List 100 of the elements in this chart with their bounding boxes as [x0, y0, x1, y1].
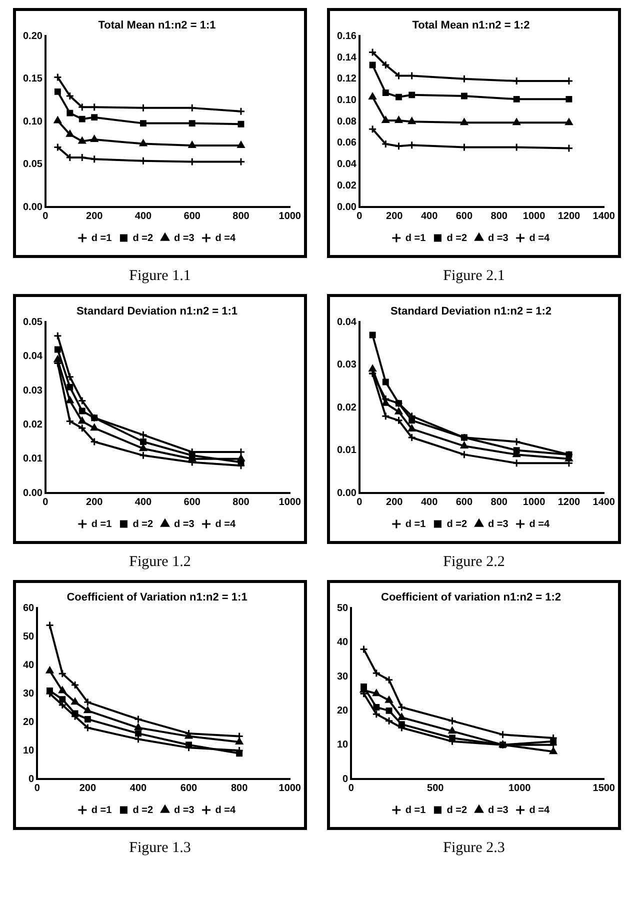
legend-label: d =2	[446, 804, 468, 816]
x-tick-label: 1000	[278, 782, 302, 794]
x-tick-label: 400	[420, 210, 438, 222]
legend-label: d =4	[215, 232, 236, 244]
y-tick-label: 0.04	[336, 159, 357, 170]
legend-label: d =1	[91, 518, 112, 530]
caption: Figure 2.2	[443, 554, 505, 572]
legend-label: d =3	[488, 518, 509, 530]
x-tick-label: 200	[386, 496, 404, 508]
x-tick-label: 1500	[592, 782, 616, 794]
x-tick-label: 800	[490, 496, 508, 508]
y-tick-label: 60	[23, 602, 35, 614]
x-tick-label: 1000	[278, 496, 302, 508]
y-tick-label: 0.05	[22, 316, 43, 328]
x-tick-label: 200	[86, 210, 104, 222]
legend-label: d =2	[132, 804, 154, 816]
x-tick-label: 500	[427, 782, 444, 794]
y-tick-label: 0.02	[336, 180, 357, 192]
x-tick-label: 200	[86, 496, 104, 508]
y-tick-label: 50	[337, 602, 349, 614]
y-tick-label: 30	[23, 688, 35, 700]
legend-label: d =2	[446, 232, 468, 244]
y-tick-label: 50	[23, 631, 35, 642]
y-tick-label: 10	[337, 740, 349, 751]
legend-label: d =2	[132, 518, 154, 530]
legend-label: d =2	[132, 232, 154, 244]
x-tick-label: 1200	[558, 210, 581, 222]
x-tick-label: 1200	[558, 496, 581, 508]
y-tick-label: 0.02	[22, 419, 43, 430]
y-tick-label: 0.04	[336, 316, 357, 328]
chart-title: Coefficient of Variation n1:n2 = 1:1	[66, 592, 248, 604]
caption: Figure 2.1	[443, 268, 505, 286]
y-tick-label: 0.08	[336, 116, 357, 128]
legend-label: d =4	[529, 518, 550, 530]
x-tick-label: 600	[456, 496, 473, 508]
y-tick-label: 30	[337, 671, 349, 682]
y-tick-label: 0.06	[336, 138, 357, 149]
x-tick-label: 600	[456, 210, 473, 222]
legend-label: d =3	[174, 804, 195, 816]
y-tick-label: 0.03	[336, 360, 357, 371]
legend-label: d =1	[405, 804, 426, 816]
x-tick-label: 1000	[278, 210, 302, 222]
caption: Figure 1.1	[129, 268, 191, 286]
y-tick-label: 20	[23, 716, 35, 728]
y-tick-label: 0.01	[336, 445, 357, 456]
x-tick-label: 200	[386, 210, 404, 222]
y-tick-label: 0.10	[336, 95, 357, 106]
legend-label: d =3	[488, 232, 509, 244]
chart-title: Standard Deviation n1:n2 = 1:1	[76, 306, 238, 318]
legend-label: d =1	[405, 518, 426, 530]
y-tick-label: 0.00	[336, 488, 357, 499]
y-tick-label: 0.20	[22, 30, 43, 42]
legend-label: d =4	[529, 804, 550, 816]
y-tick-label: 0.00	[22, 488, 43, 499]
y-tick-label: 0.15	[22, 74, 43, 85]
x-tick-label: 200	[79, 782, 96, 794]
x-tick-label: 1000	[522, 210, 546, 222]
y-tick-label: 0.16	[336, 30, 357, 42]
y-tick-label: 0.01	[22, 454, 43, 465]
x-tick-label: 600	[184, 210, 201, 222]
legend-label: d =1	[405, 232, 426, 244]
legend-label: d =4	[529, 232, 550, 244]
x-tick-label: 800	[232, 210, 250, 222]
x-tick-label: 1400	[592, 210, 616, 222]
x-tick-label: 800	[490, 210, 508, 222]
x-tick-label: 1400	[592, 496, 616, 508]
caption: Figure 1.3	[129, 840, 191, 858]
y-tick-label: 0.14	[336, 52, 357, 64]
y-tick-label: 0.04	[22, 351, 43, 362]
x-tick-label: 1000	[522, 496, 546, 508]
legend-label: d =4	[215, 518, 236, 530]
x-tick-label: 1000	[508, 782, 532, 794]
caption: Figure 2.3	[443, 840, 505, 858]
y-tick-label: 0.12	[336, 74, 357, 85]
y-tick-label: 40	[337, 637, 349, 648]
legend-label: d =3	[488, 804, 509, 816]
chart-title: Total Mean n1:n2 = 1:2	[412, 20, 530, 32]
y-tick-label: 0.00	[336, 202, 357, 213]
y-tick-label: 0.02	[336, 402, 357, 414]
y-tick-label: 0	[28, 774, 35, 785]
chart-title: Coefficient of variation n1:n2 = 1:2	[380, 592, 562, 604]
y-tick-label: 0.03	[22, 385, 43, 396]
legend-label: d =2	[446, 518, 468, 530]
y-tick-label: 0	[342, 774, 349, 785]
y-tick-label: 0.00	[22, 202, 43, 213]
x-tick-label: 400	[134, 496, 152, 508]
chart-title: Standard Deviation n1:n2 = 1:2	[390, 306, 552, 318]
legend-label: d =3	[174, 518, 195, 530]
y-tick-label: 0.10	[22, 116, 43, 128]
x-tick-label: 600	[180, 782, 198, 794]
x-tick-label: 800	[230, 782, 248, 794]
x-tick-label: 400	[130, 782, 148, 794]
legend-label: d =3	[174, 232, 195, 244]
x-tick-label: 400	[134, 210, 152, 222]
chart-title: Total Mean n1:n2 = 1:1	[98, 20, 216, 32]
legend-label: d =1	[91, 804, 112, 816]
legend-label: d =1	[91, 232, 112, 244]
y-tick-label: 20	[337, 705, 349, 716]
x-tick-label: 600	[184, 496, 201, 508]
y-tick-label: 0.05	[22, 159, 43, 170]
